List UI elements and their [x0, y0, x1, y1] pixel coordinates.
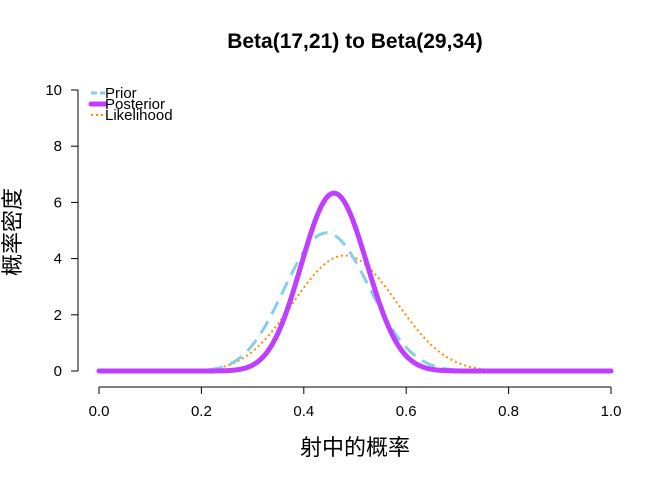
y-tick-label: 8 [54, 138, 62, 155]
x-axis: 0.0 0.2 0.4 0.6 0.8 1.0 [89, 386, 622, 420]
x-axis-label: 射中的概率 [300, 436, 410, 461]
x-tick-label: 1.0 [601, 403, 622, 420]
chart-title: Beta(17,21) to Beta(29,34) [227, 30, 483, 53]
y-tick-label: 0 [54, 363, 62, 380]
y-tick-label: 2 [54, 307, 62, 324]
legend-label-posterior: Posterior [105, 96, 165, 113]
y-axis-label: 概率密度 [1, 188, 26, 276]
x-tick-label: 0.8 [498, 403, 519, 420]
y-tick-label: 4 [54, 251, 62, 268]
posterior-curve [96, 190, 614, 374]
legend-label-likelihood: Likelihood [105, 107, 173, 124]
prior-curve [98, 231, 612, 373]
plot-lines [96, 190, 614, 374]
x-tick-label: 0.4 [293, 403, 314, 420]
likelihood-curve [99, 254, 611, 372]
legend-label-prior: Prior [105, 85, 137, 102]
y-tick-label: 10 [45, 82, 62, 99]
x-tick-label: 0.6 [396, 403, 417, 420]
y-axis: 0 2 4 6 8 10 [45, 82, 79, 380]
x-tick-label: 0.2 [191, 403, 212, 420]
x-tick-label: 0.0 [89, 403, 110, 420]
y-tick-label: 6 [54, 194, 62, 211]
